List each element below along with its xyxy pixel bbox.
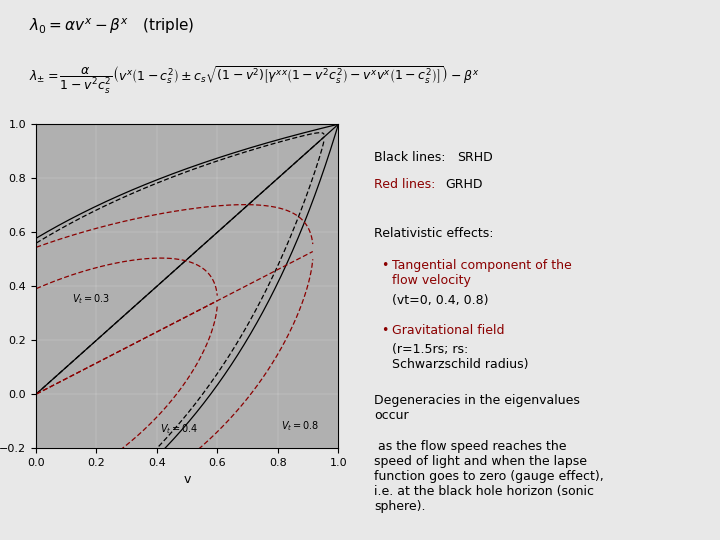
Text: Relativistic effects:: Relativistic effects: (374, 227, 494, 240)
Text: Gravitational field: Gravitational field (392, 324, 505, 337)
Text: Red lines:: Red lines: (374, 178, 440, 191)
X-axis label: v: v (184, 474, 191, 487)
Text: GRHD: GRHD (445, 178, 482, 191)
Text: (r=1.5rs; rs:
Schwarzschild radius): (r=1.5rs; rs: Schwarzschild radius) (392, 343, 529, 371)
Text: (vt=0, 0.4, 0.8): (vt=0, 0.4, 0.8) (392, 294, 489, 307)
Text: •: • (382, 324, 389, 337)
Text: $\lambda_0 = \alpha v^x - \beta^x$   (triple): $\lambda_0 = \alpha v^x - \beta^x$ (trip… (29, 16, 194, 36)
Text: Black lines:: Black lines: (374, 151, 450, 164)
Text: Degeneracies in the eigenvalues
occur: Degeneracies in the eigenvalues occur (374, 394, 580, 422)
Text: •: • (382, 259, 389, 272)
Text: as the flow speed reaches the
speed of light and when the lapse
function goes to: as the flow speed reaches the speed of l… (374, 440, 604, 513)
Text: $\lambda_{\pm} = \dfrac{\alpha}{1-v^2 c_s^2}\left(v^x\left(1-c_s^2\right)\pm c_s: $\lambda_{\pm} = \dfrac{\alpha}{1-v^2 c_… (29, 65, 480, 96)
Text: $V_t = 0.8$: $V_t = 0.8$ (281, 419, 319, 433)
Text: SRHD: SRHD (457, 151, 493, 164)
Text: Tangential component of the
flow velocity: Tangential component of the flow velocit… (392, 259, 572, 287)
Text: $V_t = 0.4$: $V_t = 0.4$ (160, 422, 199, 436)
Text: $V_t = 0.3$: $V_t = 0.3$ (72, 292, 111, 306)
